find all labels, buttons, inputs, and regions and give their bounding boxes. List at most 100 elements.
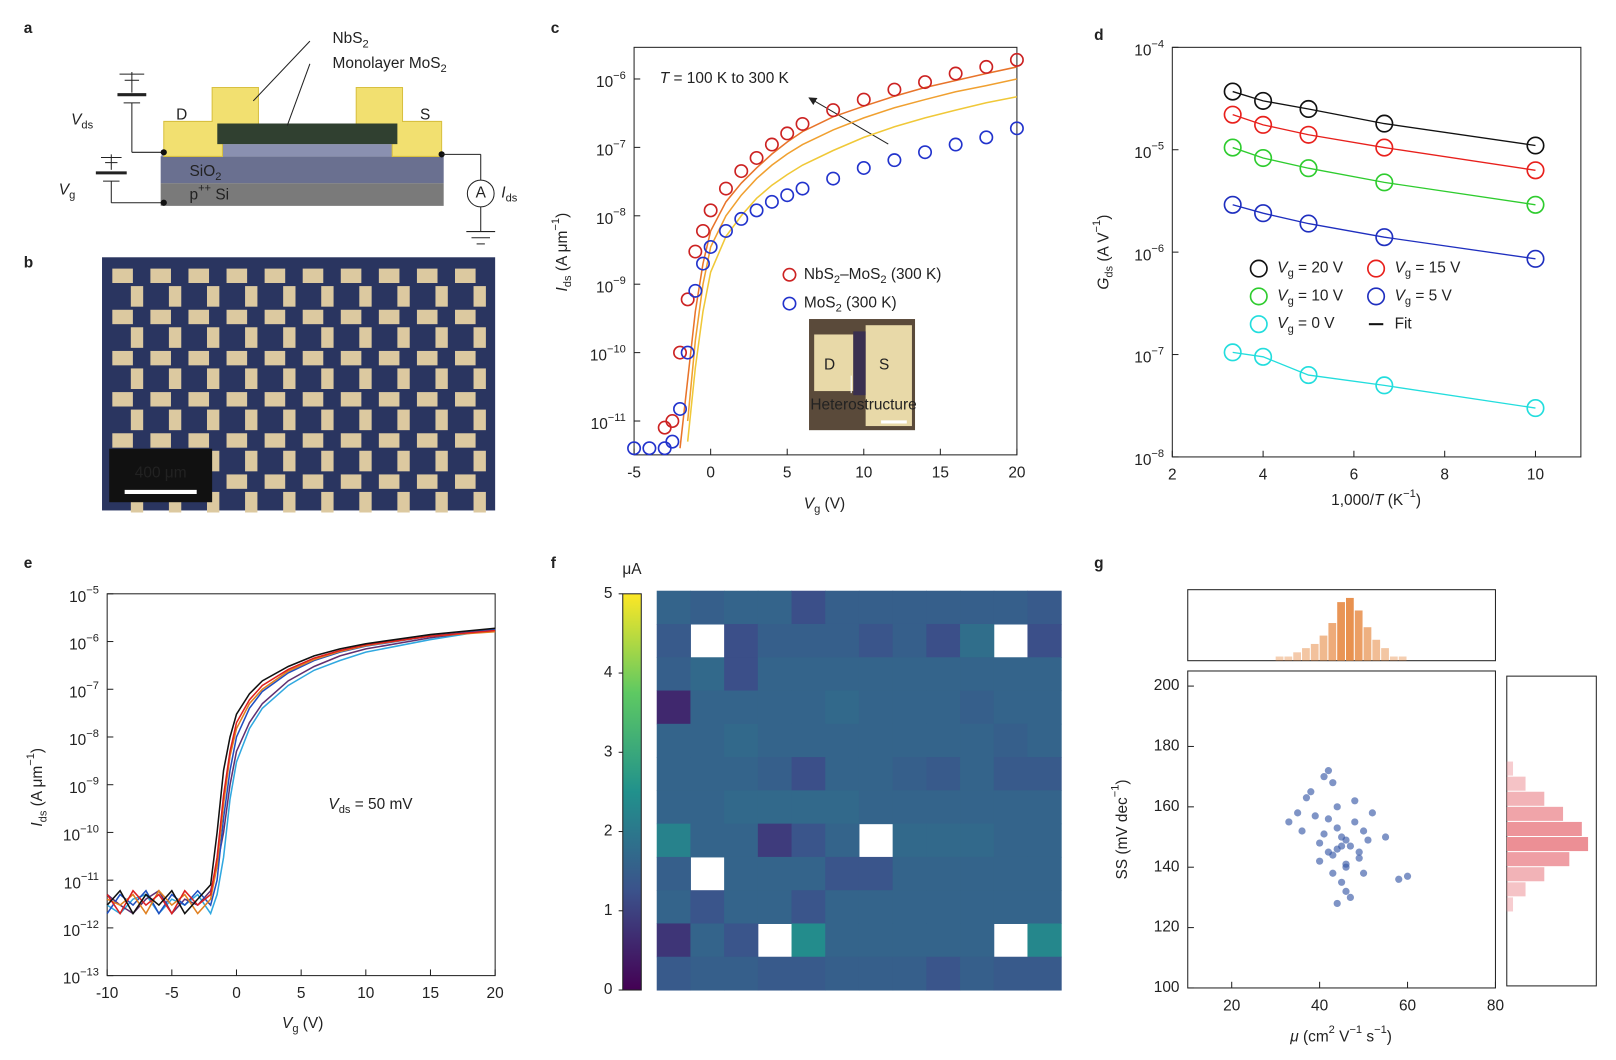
text-part: V <box>328 796 340 813</box>
text-part: ) <box>29 748 46 753</box>
heatmap-cell <box>724 856 759 891</box>
hist-bar <box>1506 852 1570 867</box>
heatmap-cell <box>724 690 759 725</box>
data-point <box>1316 857 1324 865</box>
data-point <box>1395 875 1403 883</box>
annotation: T = 100 K to 300 K <box>660 70 790 87</box>
text-part: −7 <box>613 138 626 150</box>
text-part: −11 <box>81 871 99 883</box>
heatmap-cell <box>757 757 793 791</box>
hist-bar <box>1506 821 1582 836</box>
colorbar <box>622 593 642 991</box>
text-part: ) <box>1114 779 1131 784</box>
text-part: 2 <box>215 171 221 183</box>
heatmap-cell <box>960 757 995 791</box>
pad <box>340 268 362 284</box>
y-axis-label: Gds (A V−1) <box>1091 215 1115 290</box>
pad <box>112 309 133 325</box>
hist-bar <box>1354 610 1363 661</box>
heatmap-cell <box>858 790 894 825</box>
x-tick-label: 40 <box>1311 998 1328 1015</box>
data-point <box>1299 125 1318 144</box>
colorbar-tick-label: 1 <box>604 902 613 919</box>
pad <box>435 327 448 348</box>
heatmap-cell <box>960 856 995 891</box>
pads <box>112 268 486 513</box>
data-point <box>979 130 994 145</box>
heatmap-cell <box>892 657 927 692</box>
y-tick-label: 10−4 <box>1134 38 1164 59</box>
pad <box>302 433 324 448</box>
heatmap-cell <box>791 590 826 625</box>
heatmap-cell <box>926 623 961 658</box>
pad <box>321 368 334 390</box>
data-point <box>749 150 764 165</box>
text-part: SS (mV dec <box>1114 797 1131 880</box>
text-part: −1 <box>1349 1024 1362 1036</box>
text-part: V <box>1395 260 1407 277</box>
heatmap-cell <box>892 790 927 825</box>
y-tick-label: 10−11 <box>64 871 99 892</box>
heatmap-cell <box>926 657 961 692</box>
text-part: −13 <box>80 966 99 978</box>
text-part: ds <box>339 804 351 816</box>
data-point <box>1346 842 1354 850</box>
pad <box>264 350 286 366</box>
pad <box>245 491 258 513</box>
data-point <box>1223 343 1242 362</box>
heatmap-cell <box>1027 623 1062 658</box>
heatmap-cell <box>926 956 961 991</box>
heatmap-cell <box>757 623 793 658</box>
x-tick-label: 4 <box>1259 467 1268 484</box>
data-point <box>1299 214 1318 233</box>
legend-marker <box>782 267 797 282</box>
label: NbS2 <box>333 30 369 50</box>
data-point <box>657 420 672 435</box>
heatmap-cell <box>724 956 759 991</box>
data-point <box>1299 159 1318 178</box>
data-point <box>1526 249 1545 268</box>
heatmap-cell <box>825 623 860 658</box>
text-part: 10 <box>63 828 80 845</box>
heatmap-cell <box>825 823 860 858</box>
heatmap-cell <box>960 890 995 924</box>
data-point <box>764 137 779 152</box>
text-part: V <box>1277 287 1289 304</box>
pad <box>168 368 182 390</box>
heatmap-cell <box>757 823 793 858</box>
pad <box>206 286 220 307</box>
data-point <box>1359 869 1368 877</box>
text-part: ) <box>1095 215 1112 220</box>
text-part: −1 <box>1403 488 1416 500</box>
data-point <box>734 164 749 179</box>
text-part: 1,000/ <box>1331 492 1375 509</box>
hist-bar <box>1319 635 1328 661</box>
heatmap-cell <box>858 590 894 625</box>
data-point <box>1316 839 1324 847</box>
data-point <box>1223 138 1242 157</box>
y-tick-label: 10−10 <box>590 343 626 364</box>
legend-marker <box>1367 287 1386 306</box>
hist-bar <box>1302 648 1310 661</box>
heatmap-cell <box>1027 790 1062 825</box>
heatmap-cell <box>892 890 927 924</box>
text-part: ds <box>37 810 49 822</box>
y-tick-label: 10−8 <box>596 207 626 228</box>
text-part: g <box>1288 295 1294 307</box>
pad <box>150 309 171 325</box>
pad <box>264 309 286 325</box>
heatmap-cell <box>858 757 894 791</box>
heatmap-cell <box>1027 723 1062 758</box>
heatmap-cell <box>926 790 961 825</box>
inset-image <box>809 319 916 431</box>
data-point <box>1298 827 1306 835</box>
heatmap-cell <box>791 723 826 758</box>
heatmap-cell <box>690 723 725 758</box>
pad <box>150 433 171 448</box>
heatmap-cell <box>656 757 691 791</box>
x-tick-label: 10 <box>357 985 374 1002</box>
colorbar-label: μA <box>622 561 642 578</box>
heatmap-cell <box>960 956 995 991</box>
pad <box>378 392 400 407</box>
data-point <box>780 188 795 203</box>
